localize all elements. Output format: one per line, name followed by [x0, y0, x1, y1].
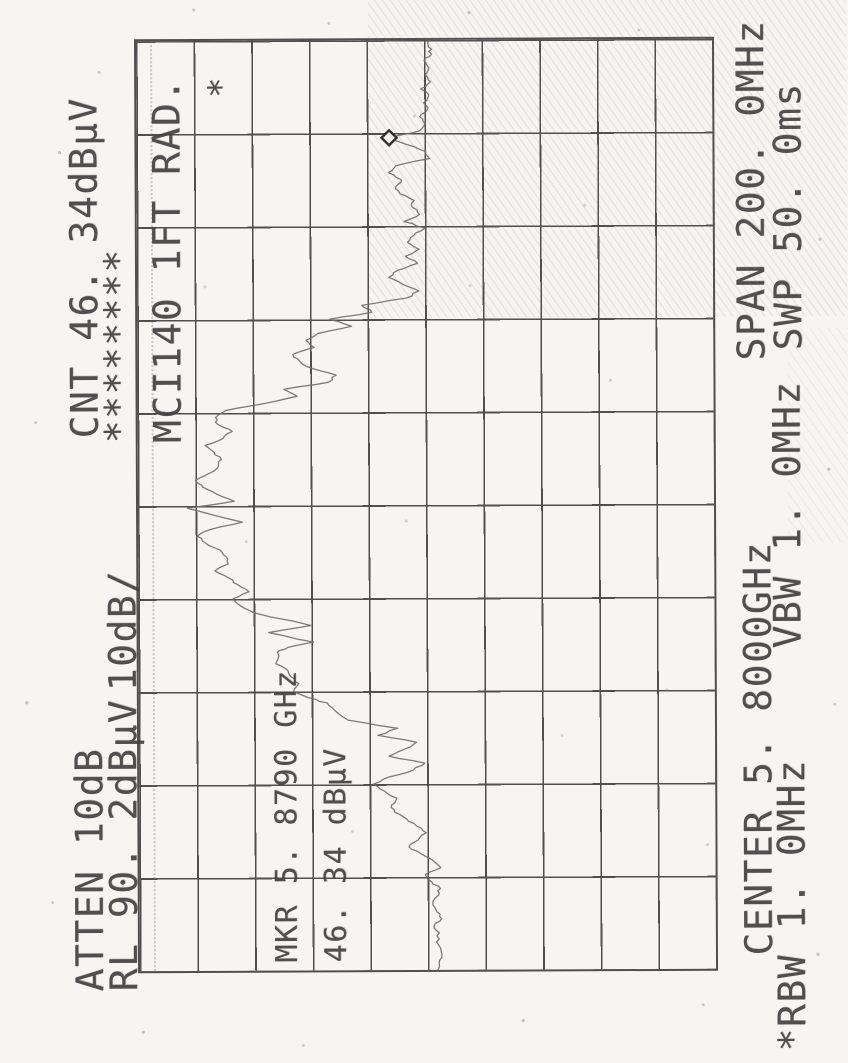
spectrum-trace [186, 39, 443, 971]
readout-scale: 10dB/ [100, 569, 145, 692]
marker-readout-amp: 46. 34 dBμV [318, 747, 355, 963]
marker-diamond-icon [379, 128, 399, 147]
readout-flags: ******** [95, 248, 141, 444]
trace-title: MCI140 1FT RAD. [144, 77, 190, 444]
marker-readout-freq: MKR 5. 8790 GHz [268, 669, 306, 963]
readout-ref-level: RL 90. 2dBμV [100, 698, 147, 992]
marker-asterisk-icon: * [201, 75, 242, 98]
readout-rbw: *RBW 1. 0MHz [769, 758, 815, 1052]
readout-span: SPAN 200. 0MHz [727, 19, 774, 361]
readout-vbw: VBW 1. 0MHz [764, 380, 810, 649]
readout-sweep: SWP 50. 0ms [765, 82, 811, 351]
trace-layer [186, 39, 443, 971]
